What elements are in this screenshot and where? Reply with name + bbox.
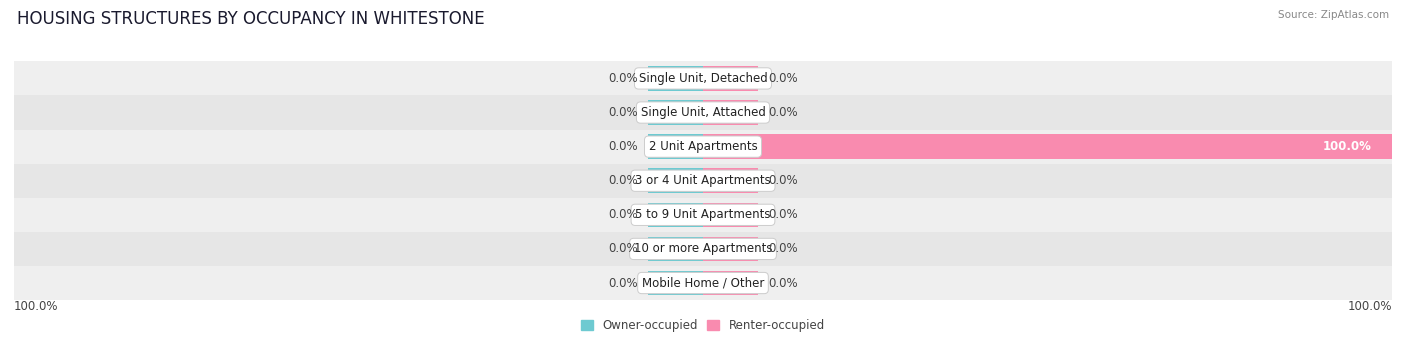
Text: 100.0%: 100.0%: [1347, 300, 1392, 313]
Text: 100.0%: 100.0%: [1323, 140, 1371, 153]
Text: Mobile Home / Other: Mobile Home / Other: [641, 277, 765, 290]
Bar: [14, 266, 1392, 300]
Text: 0.0%: 0.0%: [607, 277, 637, 290]
Text: 100.0%: 100.0%: [14, 300, 59, 313]
Text: Single Unit, Attached: Single Unit, Attached: [641, 106, 765, 119]
Bar: [648, 203, 703, 227]
Text: 0.0%: 0.0%: [769, 72, 799, 85]
Bar: [14, 95, 1392, 130]
Text: 0.0%: 0.0%: [769, 242, 799, 255]
Bar: [648, 100, 703, 125]
Bar: [703, 237, 758, 261]
Bar: [703, 66, 758, 91]
Text: 0.0%: 0.0%: [607, 140, 637, 153]
Bar: [648, 168, 703, 193]
Bar: [648, 134, 703, 159]
Text: 0.0%: 0.0%: [607, 106, 637, 119]
Bar: [703, 168, 758, 193]
Text: 0.0%: 0.0%: [769, 208, 799, 221]
Text: 0.0%: 0.0%: [607, 242, 637, 255]
Text: 0.0%: 0.0%: [769, 277, 799, 290]
Text: 3 or 4 Unit Apartments: 3 or 4 Unit Apartments: [636, 174, 770, 187]
Text: 0.0%: 0.0%: [769, 174, 799, 187]
Bar: [703, 203, 758, 227]
Bar: [14, 164, 1392, 198]
Bar: [703, 271, 758, 295]
Text: 0.0%: 0.0%: [607, 72, 637, 85]
Bar: [648, 66, 703, 91]
Text: 2 Unit Apartments: 2 Unit Apartments: [648, 140, 758, 153]
Bar: [14, 61, 1392, 95]
Text: Source: ZipAtlas.com: Source: ZipAtlas.com: [1278, 10, 1389, 20]
Text: 0.0%: 0.0%: [769, 106, 799, 119]
Bar: [14, 130, 1392, 164]
Bar: [648, 237, 703, 261]
Bar: [648, 271, 703, 295]
Text: Single Unit, Detached: Single Unit, Detached: [638, 72, 768, 85]
Text: 0.0%: 0.0%: [607, 174, 637, 187]
Legend: Owner-occupied, Renter-occupied: Owner-occupied, Renter-occupied: [576, 315, 830, 337]
Text: 0.0%: 0.0%: [607, 208, 637, 221]
Bar: [14, 232, 1392, 266]
Bar: [703, 134, 1392, 159]
Text: 5 to 9 Unit Apartments: 5 to 9 Unit Apartments: [636, 208, 770, 221]
Text: 10 or more Apartments: 10 or more Apartments: [634, 242, 772, 255]
Bar: [703, 100, 758, 125]
Bar: [14, 198, 1392, 232]
Text: HOUSING STRUCTURES BY OCCUPANCY IN WHITESTONE: HOUSING STRUCTURES BY OCCUPANCY IN WHITE…: [17, 10, 485, 28]
